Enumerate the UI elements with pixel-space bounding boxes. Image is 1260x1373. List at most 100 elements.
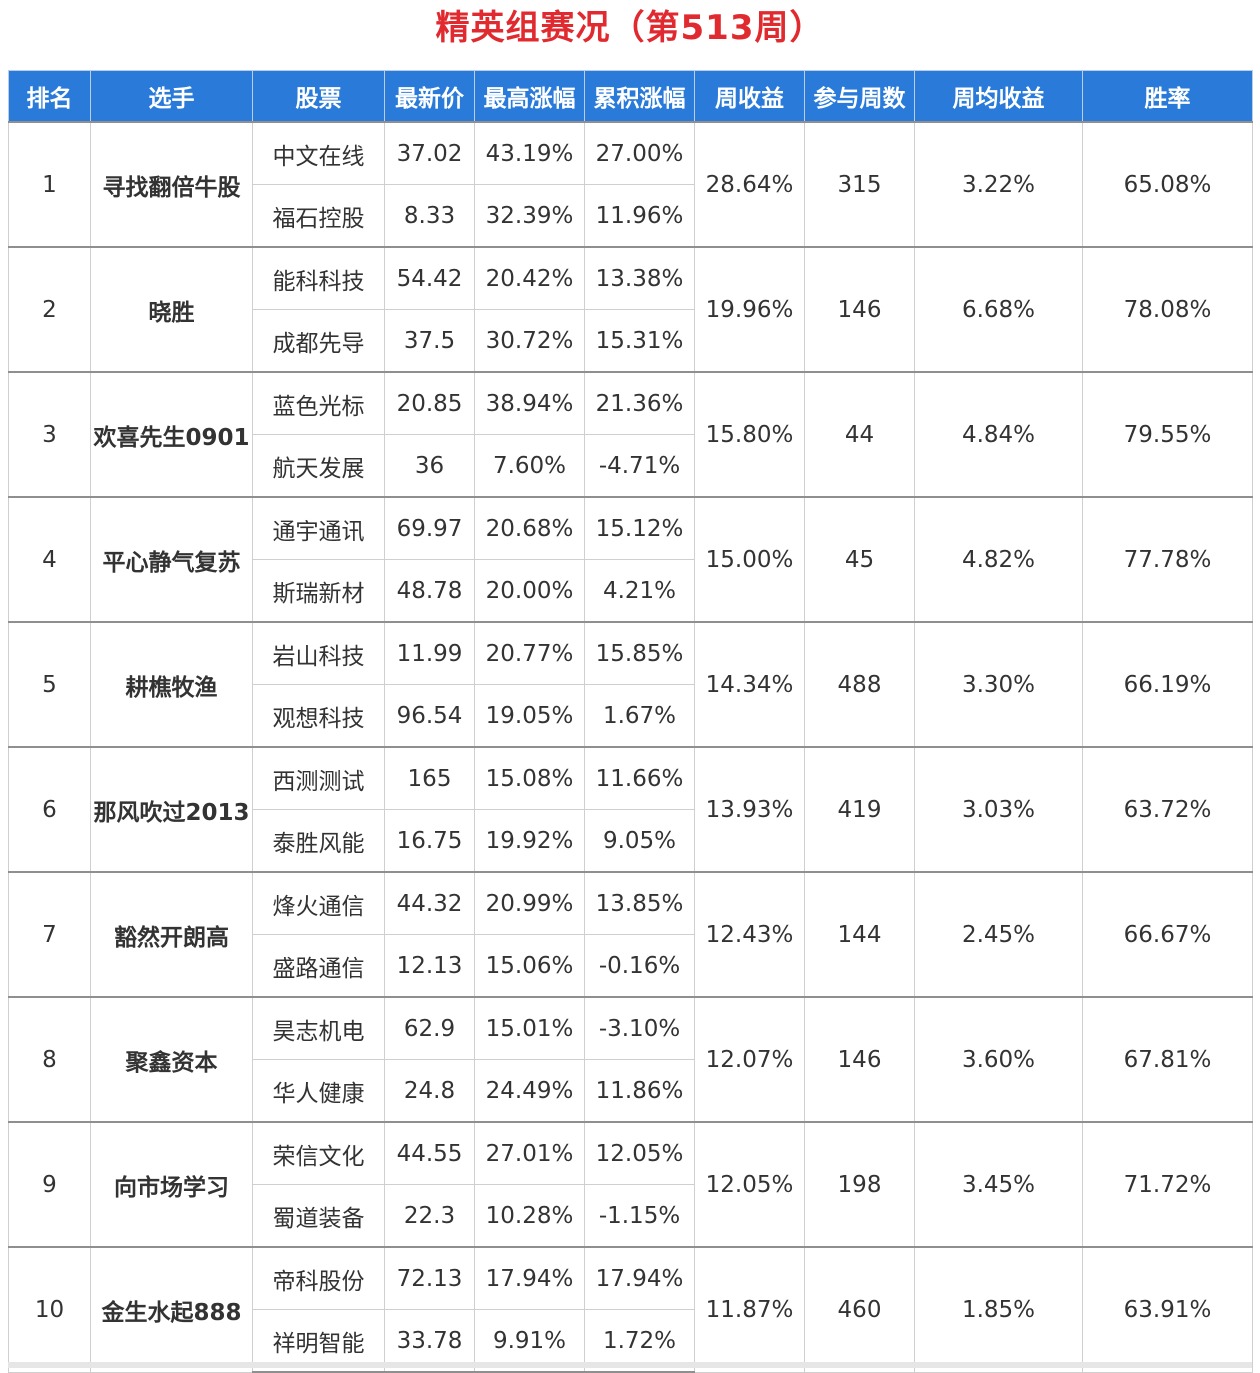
stock-name-link[interactable]: 泰胜风能 bbox=[252, 809, 385, 873]
column-header-weeks-participated[interactable]: 参与周数 bbox=[804, 70, 915, 123]
table-row: 盛路通信 12.13 15.06% -0.16% bbox=[9, 934, 1253, 998]
avg-weekly-return-cell: 4.84% bbox=[914, 371, 1083, 498]
stock-name-link[interactable]: 能科科技 bbox=[252, 246, 385, 310]
stock-name-link[interactable]: 中文在线 bbox=[252, 121, 385, 185]
cumulative-gain-cell: 4.21% bbox=[584, 559, 695, 623]
win-rate-cell: 77.78% bbox=[1082, 496, 1253, 623]
player-name-link[interactable]: 豁然开朗高 bbox=[90, 871, 253, 998]
player-name-link[interactable]: 那风吹过2013 bbox=[90, 746, 253, 873]
weeks-participated-cell: 198 bbox=[804, 1121, 915, 1248]
weekly-return-cell: 12.43% bbox=[694, 871, 805, 998]
latest-price-cell: 36 bbox=[384, 434, 475, 498]
cumulative-gain-cell: 1.67% bbox=[584, 684, 695, 748]
cumulative-gain-cell: 11.66% bbox=[584, 746, 695, 810]
max-gain-cell: 30.72% bbox=[474, 309, 585, 373]
latest-price-cell: 8.33 bbox=[384, 184, 475, 248]
rank-cell: 4 bbox=[8, 496, 91, 623]
weeks-participated-cell: 315 bbox=[804, 121, 915, 248]
table-row: 观想科技 96.54 19.05% 1.67% bbox=[9, 684, 1253, 748]
table-row: 6 那风吹过2013 西测测试 165 15.08% 11.66% 13.93% 419 3.0… bbox=[8, 746, 1253, 873]
weeks-participated-cell: 460 bbox=[804, 1246, 915, 1373]
column-header-max-gain[interactable]: 最高涨幅 bbox=[474, 70, 585, 123]
avg-weekly-return-cell: 3.60% bbox=[914, 996, 1083, 1123]
weeks-participated-cell: 419 bbox=[804, 746, 915, 873]
latest-price-cell: 37.5 bbox=[384, 309, 475, 373]
player-name-link[interactable]: 欢喜先生0901 bbox=[90, 371, 253, 498]
stock-name-link[interactable]: 航天发展 bbox=[252, 434, 385, 498]
stock-name-link[interactable]: 观想科技 bbox=[252, 684, 385, 748]
latest-price-cell: 16.75 bbox=[384, 809, 475, 873]
max-gain-cell: 10.28% bbox=[474, 1184, 585, 1248]
rank-cell: 6 bbox=[8, 746, 91, 873]
latest-price-cell: 72.13 bbox=[384, 1246, 475, 1310]
stock-name-link[interactable]: 岩山科技 bbox=[252, 621, 385, 685]
weekly-return-cell: 28.64% bbox=[694, 121, 805, 248]
stock-name-link[interactable]: 通宇通讯 bbox=[252, 496, 385, 560]
weekly-return-cell: 12.07% bbox=[694, 996, 805, 1123]
stock-name-link[interactable]: 西测测试 bbox=[252, 746, 385, 810]
latest-price-cell: 165 bbox=[384, 746, 475, 810]
cumulative-gain-cell: 27.00% bbox=[584, 121, 695, 185]
weeks-participated-cell: 144 bbox=[804, 871, 915, 998]
column-header-win-rate[interactable]: 胜率 bbox=[1082, 70, 1253, 123]
column-header-avg-weekly-return[interactable]: 周均收益 bbox=[914, 70, 1083, 123]
column-header-player[interactable]: 选手 bbox=[90, 70, 253, 123]
player-name-link[interactable]: 耕樵牧渔 bbox=[90, 621, 253, 748]
max-gain-cell: 20.77% bbox=[474, 621, 585, 685]
column-header-weekly-return[interactable]: 周收益 bbox=[694, 70, 805, 123]
max-gain-cell: 38.94% bbox=[474, 371, 585, 435]
latest-price-cell: 37.02 bbox=[384, 121, 475, 185]
latest-price-cell: 96.54 bbox=[384, 684, 475, 748]
table-row: 3 欢喜先生0901 蓝色光标 20.85 38.94% 21.36% 15.80% 44 4.… bbox=[8, 371, 1253, 498]
cumulative-gain-cell: 15.85% bbox=[584, 621, 695, 685]
player-name-link[interactable]: 寻找翻倍牛股 bbox=[90, 121, 253, 248]
max-gain-cell: 20.99% bbox=[474, 871, 585, 935]
table-row: 8 聚鑫资本 昊志机电 62.9 15.01% -3.10% 12.07% 146 3.60% 6… bbox=[8, 996, 1253, 1123]
table-row: 2 晓胜 能科科技 54.42 20.42% 13.38% 19.96% 146 6.68% 78… bbox=[8, 246, 1253, 373]
stock-name-link[interactable]: 蜀道装备 bbox=[252, 1184, 385, 1248]
player-name-link[interactable]: 晓胜 bbox=[90, 246, 253, 373]
stock-name-link[interactable]: 荣信文化 bbox=[252, 1121, 385, 1185]
stock-name-link[interactable]: 斯瑞新材 bbox=[252, 559, 385, 623]
column-header-latest-price[interactable]: 最新价 bbox=[384, 70, 475, 123]
stock-name-link[interactable]: 成都先导 bbox=[252, 309, 385, 373]
latest-price-cell: 12.13 bbox=[384, 934, 475, 998]
latest-price-cell: 22.3 bbox=[384, 1184, 475, 1248]
column-header-rank[interactable]: 排名 bbox=[8, 70, 91, 123]
player-name-link[interactable]: 聚鑫资本 bbox=[90, 996, 253, 1123]
avg-weekly-return-cell: 2.45% bbox=[914, 871, 1083, 998]
avg-weekly-return-cell: 6.68% bbox=[914, 246, 1083, 373]
player-name-link[interactable]: 金生水起888 bbox=[90, 1246, 253, 1373]
stock-name-link[interactable]: 帝科股份 bbox=[252, 1246, 385, 1310]
stock-name-link[interactable]: 烽火通信 bbox=[252, 871, 385, 935]
latest-price-cell: 48.78 bbox=[384, 559, 475, 623]
weeks-participated-cell: 146 bbox=[804, 996, 915, 1123]
cumulative-gain-cell: 9.05% bbox=[584, 809, 695, 873]
win-rate-cell: 79.55% bbox=[1082, 371, 1253, 498]
max-gain-cell: 15.08% bbox=[474, 746, 585, 810]
table-row: 10 金生水起888 帝科股份 72.13 17.94% 17.94% 11.87% 460 1… bbox=[8, 1246, 1253, 1373]
weeks-participated-cell: 146 bbox=[804, 246, 915, 373]
max-gain-cell: 27.01% bbox=[474, 1121, 585, 1185]
player-name-link[interactable]: 向市场学习 bbox=[90, 1121, 253, 1248]
max-gain-cell: 20.68% bbox=[474, 496, 585, 560]
weekly-return-cell: 19.96% bbox=[694, 246, 805, 373]
cumulative-gain-cell: 21.36% bbox=[584, 371, 695, 435]
cumulative-gain-cell: -4.71% bbox=[584, 434, 695, 498]
stock-name-link[interactable]: 福石控股 bbox=[252, 184, 385, 248]
rank-cell: 3 bbox=[8, 371, 91, 498]
stock-name-link[interactable]: 华人健康 bbox=[252, 1059, 385, 1123]
stock-name-link[interactable]: 蓝色光标 bbox=[252, 371, 385, 435]
table-row: 斯瑞新材 48.78 20.00% 4.21% bbox=[9, 559, 1253, 623]
column-header-cumulative-gain[interactable]: 累积涨幅 bbox=[584, 70, 695, 123]
stock-name-link[interactable]: 盛路通信 bbox=[252, 934, 385, 998]
cumulative-gain-cell: -0.16% bbox=[584, 934, 695, 998]
rank-cell: 9 bbox=[8, 1121, 91, 1248]
player-name-link[interactable]: 平心静气复苏 bbox=[90, 496, 253, 623]
table-body: 1 寻找翻倍牛股 中文在线 37.02 43.19% 27.00% 28.64% 315 3.2… bbox=[8, 121, 1253, 1373]
weekly-return-cell: 13.93% bbox=[694, 746, 805, 873]
stock-name-link[interactable]: 昊志机电 bbox=[252, 996, 385, 1060]
latest-price-cell: 20.85 bbox=[384, 371, 475, 435]
column-header-stock[interactable]: 股票 bbox=[252, 70, 385, 123]
cumulative-gain-cell: 15.12% bbox=[584, 496, 695, 560]
